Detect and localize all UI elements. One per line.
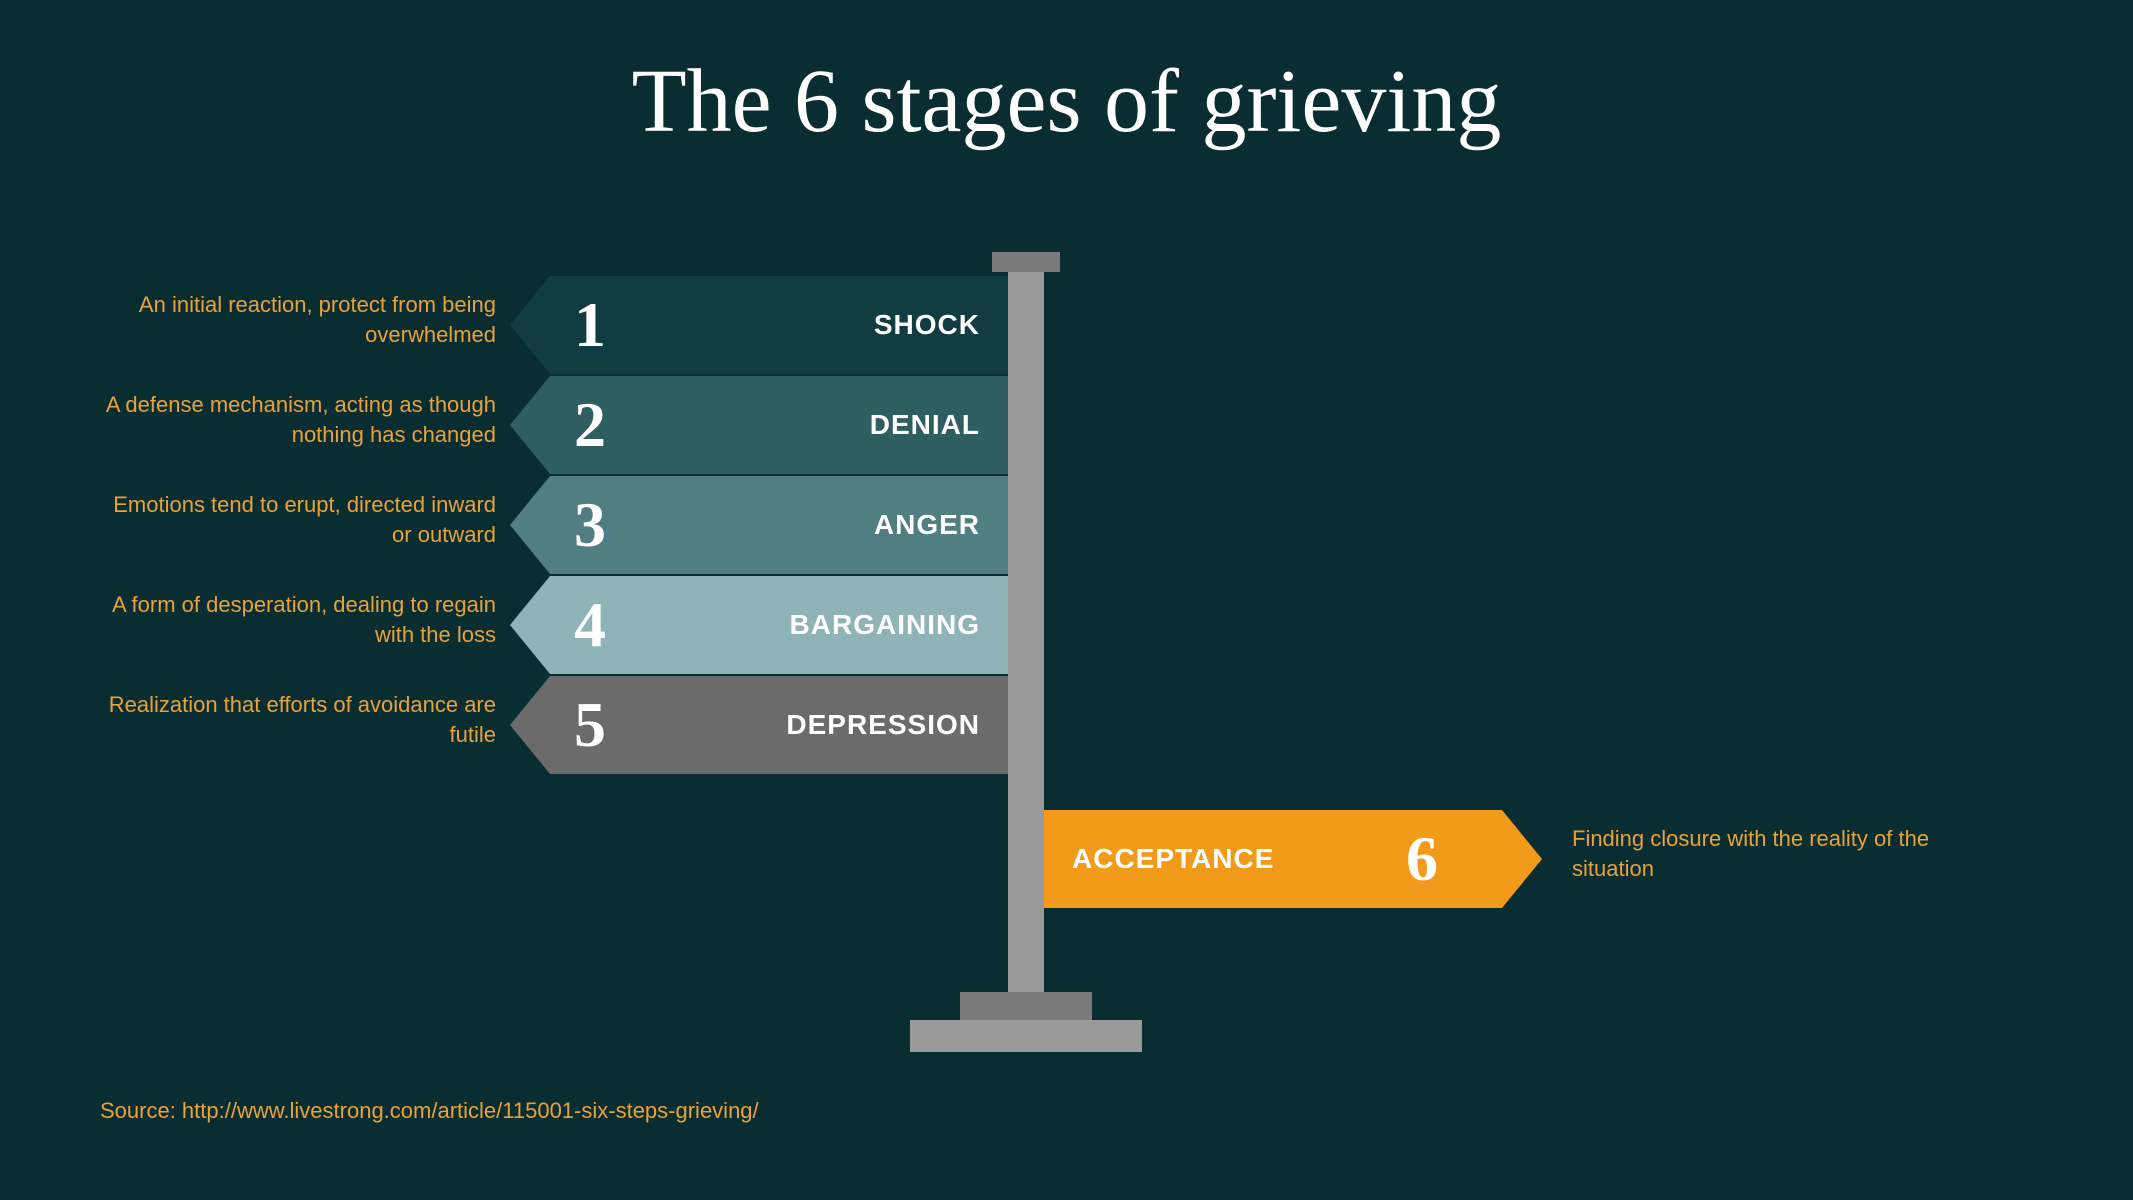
stage-sign-4: 4 BARGAINING [550,576,1008,674]
stage-label-4: BARGAINING [790,609,980,641]
stage-sign-2: 2 DENIAL [550,376,1008,474]
signpost-base-upper [960,992,1092,1022]
stage-desc-4: A form of desperation, dealing to regain… [96,590,496,649]
stage-label-6: ACCEPTANCE [1072,843,1274,875]
stage-number-2: 2 [574,388,606,462]
signpost-base-lower [910,1020,1142,1052]
stage-desc-3: Emotions tend to erupt, directed inward … [96,490,496,549]
signpost-pole [1008,252,1044,1008]
stage-number-4: 4 [574,588,606,662]
stage-sign-3: 3 ANGER [550,476,1008,574]
stage-sign-5: 5 DEPRESSION [550,676,1008,774]
source-text: Source: http://www.livestrong.com/articl… [100,1098,759,1124]
stage-desc-6: Finding closure with the reality of the … [1572,824,1932,883]
stage-number-3: 3 [574,488,606,562]
stage-label-3: ANGER [874,509,980,541]
signpost-cap [992,252,1060,272]
stage-desc-2: A defense mechanism, acting as though no… [96,390,496,449]
stage-desc-5: Realization that efforts of avoidance ar… [96,690,496,749]
stage-number-5: 5 [574,688,606,762]
stage-label-1: SHOCK [874,309,980,341]
stage-sign-1: 1 SHOCK [550,276,1008,374]
stage-number-6: 6 [1406,822,1438,896]
stage-label-2: DENIAL [870,409,980,441]
stage-sign-6: 6 ACCEPTANCE [1044,810,1502,908]
page-title: The 6 stages of grieving [0,50,2133,153]
stage-desc-1: An initial reaction, protect from being … [96,290,496,349]
stage-number-1: 1 [574,288,606,362]
stage-label-5: DEPRESSION [786,709,980,741]
